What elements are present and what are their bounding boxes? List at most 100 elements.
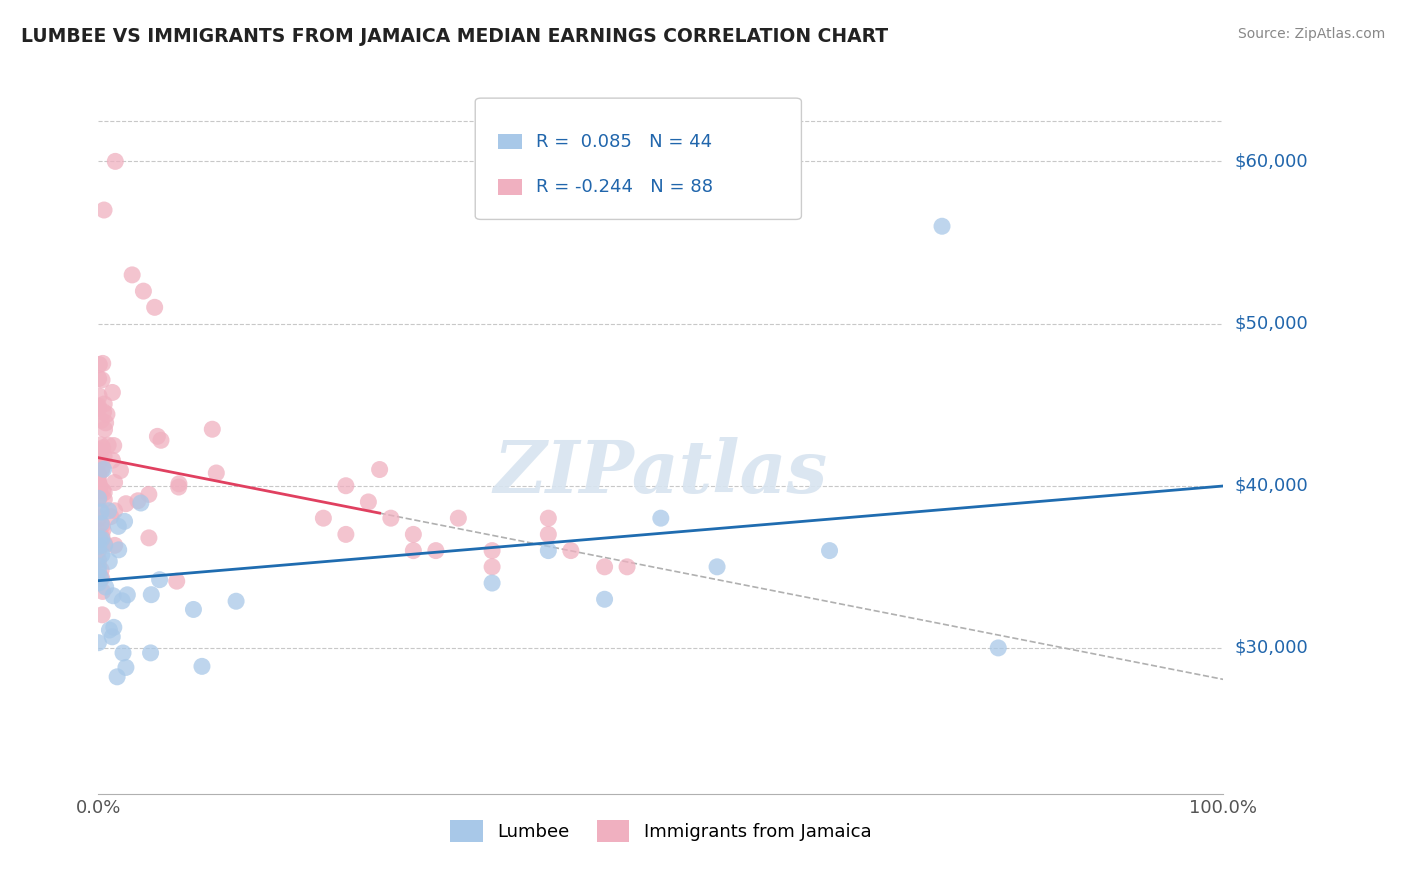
Point — [335, 479, 357, 493]
Point — [132, 284, 155, 298]
Text: $50,000: $50,000 — [1234, 315, 1308, 333]
Point — [111, 594, 134, 608]
Point — [97, 504, 120, 518]
Point — [167, 476, 190, 491]
FancyBboxPatch shape — [475, 98, 801, 219]
Point — [91, 373, 114, 387]
Point — [89, 447, 111, 461]
Point — [107, 519, 129, 533]
Point — [89, 483, 111, 497]
Point — [94, 580, 117, 594]
Point — [481, 559, 503, 574]
Point — [166, 574, 188, 589]
Point — [90, 505, 112, 519]
Point — [87, 371, 110, 385]
Point — [103, 620, 125, 634]
Point — [96, 407, 118, 421]
Text: ZIPatlas: ZIPatlas — [494, 437, 828, 508]
Point — [89, 532, 111, 546]
Point — [87, 559, 110, 574]
Point — [93, 492, 115, 507]
Point — [191, 659, 214, 673]
Point — [93, 450, 115, 464]
Point — [91, 584, 114, 599]
Point — [121, 268, 143, 282]
FancyBboxPatch shape — [498, 179, 523, 195]
Point — [93, 538, 115, 552]
Point — [425, 543, 447, 558]
Point — [117, 588, 139, 602]
Point — [402, 543, 425, 558]
Point — [87, 543, 110, 558]
Point — [706, 559, 728, 574]
Point — [139, 646, 162, 660]
Point — [138, 531, 160, 545]
Point — [93, 202, 115, 217]
Point — [103, 438, 125, 452]
Point — [91, 441, 114, 455]
Text: LUMBEE VS IMMIGRANTS FROM JAMAICA MEDIAN EARNINGS CORRELATION CHART: LUMBEE VS IMMIGRANTS FROM JAMAICA MEDIAN… — [21, 27, 889, 45]
Point — [143, 301, 166, 315]
Point — [87, 401, 110, 416]
Point — [312, 511, 335, 525]
Point — [91, 460, 114, 475]
Point — [537, 511, 560, 525]
Point — [87, 553, 110, 567]
Point — [87, 456, 110, 470]
Point — [97, 438, 120, 452]
Point — [87, 539, 110, 553]
Point — [90, 413, 112, 427]
Point — [560, 543, 582, 558]
Point — [593, 592, 616, 607]
Text: R = -0.244   N = 88: R = -0.244 N = 88 — [536, 178, 713, 196]
Point — [93, 485, 115, 500]
Point — [481, 543, 503, 558]
Point — [115, 660, 138, 674]
Point — [593, 559, 616, 574]
Point — [90, 438, 112, 452]
Point — [101, 453, 124, 467]
Point — [90, 464, 112, 478]
Point — [91, 607, 114, 622]
Point — [87, 389, 110, 403]
Point — [90, 548, 112, 562]
Point — [183, 602, 205, 616]
Point — [931, 219, 953, 234]
Point — [91, 483, 114, 498]
Point — [87, 474, 110, 488]
Point — [380, 511, 402, 525]
Point — [93, 462, 115, 476]
Point — [91, 523, 114, 537]
Point — [650, 511, 672, 525]
Point — [149, 434, 172, 448]
Point — [91, 356, 114, 370]
Point — [87, 491, 110, 506]
Point — [90, 571, 112, 585]
Text: R =  0.085   N = 44: R = 0.085 N = 44 — [536, 133, 711, 151]
Text: $30,000: $30,000 — [1234, 639, 1308, 657]
Point — [94, 416, 117, 430]
Point — [89, 491, 111, 505]
Point — [335, 527, 357, 541]
Legend: Lumbee, Immigrants from Jamaica: Lumbee, Immigrants from Jamaica — [443, 813, 879, 849]
Point — [87, 575, 110, 590]
Point — [87, 524, 110, 538]
Point — [98, 554, 121, 568]
Point — [101, 589, 124, 603]
Text: $40,000: $40,000 — [1234, 476, 1308, 495]
Point — [138, 487, 160, 501]
Point — [87, 476, 110, 491]
Point — [93, 397, 115, 411]
Point — [98, 623, 121, 637]
Point — [205, 466, 228, 480]
Point — [110, 464, 132, 478]
Point — [107, 542, 129, 557]
Point — [93, 405, 115, 419]
Point — [141, 588, 163, 602]
Point — [89, 479, 111, 493]
Point — [87, 636, 110, 650]
Point — [104, 504, 127, 518]
Point — [101, 385, 124, 400]
Point — [100, 509, 122, 524]
Point — [87, 468, 110, 483]
